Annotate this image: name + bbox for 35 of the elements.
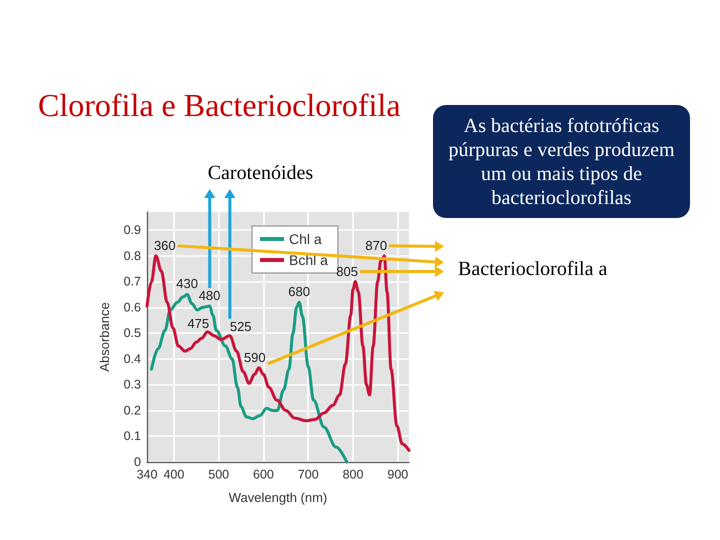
annotation: 805 — [336, 264, 358, 279]
x-axis-title: Wavelength (nm) — [228, 490, 328, 505]
text: Carotenóides — [208, 162, 314, 185]
y-tick-label: 0.6 — [124, 300, 142, 314]
text: Bacterioclorofila a — [458, 258, 608, 281]
x-tick-label: 800 — [342, 468, 364, 482]
y-axis-title: Absorbance — [97, 302, 112, 372]
chart-title: Clorofila e Bacterioclorofila — [38, 87, 401, 124]
y-tick-label: 0.4 — [124, 352, 142, 366]
text: As bactérias fototróficas púrpuras e verdes produzem um ou mais tipos de bacterioclorofilas — [433, 105, 690, 218]
x-tick-label: 600 — [253, 468, 274, 482]
x-tick-label: 400 — [163, 468, 184, 482]
y-tick-label: 0.3 — [124, 378, 142, 392]
annotation: 475 — [187, 316, 210, 331]
y-tick-label: 0.1 — [124, 429, 142, 444]
x-tick-label: 340 — [136, 468, 158, 482]
annotation: 680 — [288, 284, 310, 300]
y-tick-label: 0.8 — [124, 248, 142, 263]
annotation: 590 — [244, 350, 266, 365]
y-tick-label: 0.9 — [124, 223, 142, 238]
annotation: 525 — [230, 318, 252, 334]
annotation: 430 — [176, 276, 198, 292]
legend-label: Bchl a — [289, 252, 328, 268]
annotation: 870 — [365, 238, 388, 253]
x-tick-label: 700 — [298, 468, 319, 482]
y-tick-label: 0 — [134, 455, 142, 469]
x-tick-label: 900 — [387, 468, 408, 482]
y-tick-label: 0.2 — [124, 403, 142, 418]
legend-label: Chl a — [289, 231, 322, 247]
y-tick-label: 0.7 — [124, 274, 142, 289]
annotation: 480 — [198, 288, 220, 304]
annotation: 360 — [154, 238, 176, 253]
y-tick-label: 0.5 — [124, 326, 142, 340]
x-tick-label: 500 — [208, 468, 230, 482]
line-series — [146, 254, 410, 452]
